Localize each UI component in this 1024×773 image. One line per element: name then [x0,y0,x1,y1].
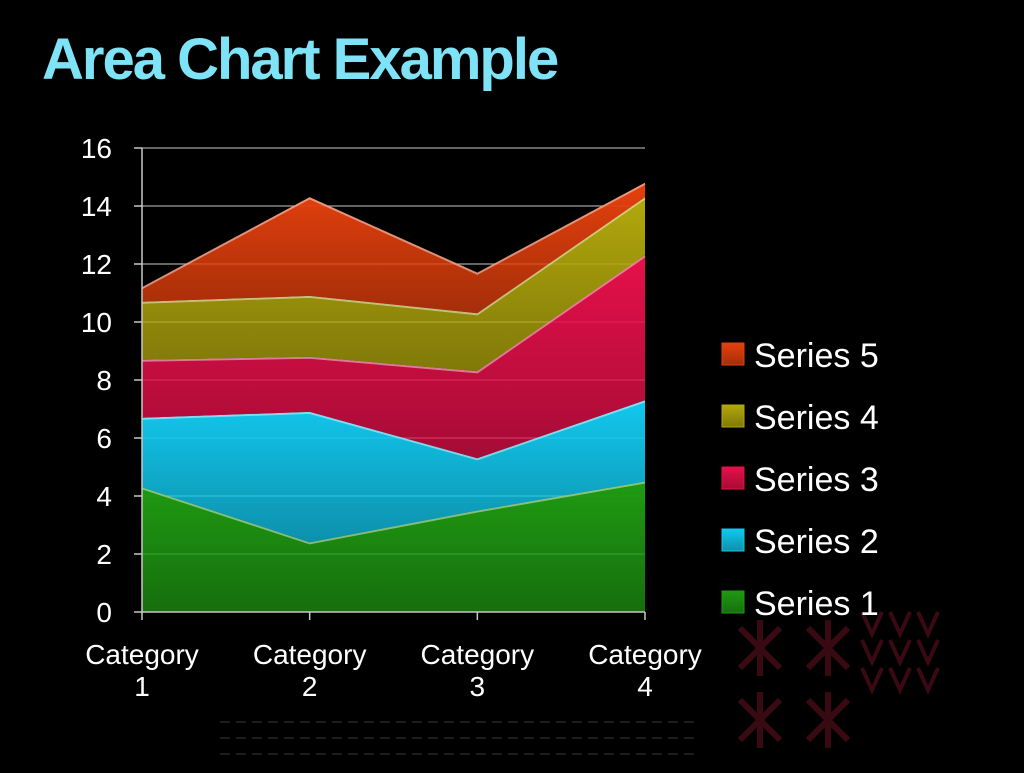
x-tick-label: Category 2 [253,639,367,702]
y-tick-label: 6 [96,423,112,454]
x-tick-label: Category 1 [85,639,199,702]
y-tick-label: 4 [96,481,112,512]
y-tick-label: 10 [81,307,112,338]
area-series-4 [142,197,645,372]
legend-swatch-4 [721,404,745,428]
area-edge-2 [141,400,646,461]
legend-label-5: Series 5 [754,337,879,375]
legend-swatch-5 [721,342,745,366]
area-series-2 [142,400,645,543]
legend-swatch-3 [721,466,745,490]
area-edge-1 [141,481,646,545]
y-tick-label: 0 [96,597,112,628]
x-axis-ticks: Category 1 Category 2 Category 3 Category 4 [85,612,702,702]
legend: Series 5 Series 4 Series 3 Series 2 Series 1 [721,337,879,623]
area-edge-4 [141,197,646,316]
area-series [141,182,646,612]
area-edge-5 [141,182,646,290]
x-tick-label: Category 4 [588,639,702,702]
area-series-5 [142,182,645,314]
chart-title: Area Chart Example [42,27,559,92]
legend-label-4: Series 4 [754,399,879,437]
area-series-3 [142,255,645,459]
legend-label-2: Series 2 [754,523,879,561]
x-tick-label: Category 3 [421,639,535,702]
y-tick-label: 16 [81,133,112,164]
legend-swatch-2 [721,528,745,552]
legend-label-3: Series 3 [754,461,879,499]
legend-label-1: Series 1 [754,585,879,623]
y-tick-label: 2 [96,539,112,570]
y-tick-label: 14 [81,191,112,222]
y-tick-label: 8 [96,365,112,396]
area-edge-3 [141,255,646,374]
area-series-1 [142,481,645,612]
legend-swatch-1 [721,590,745,614]
y-tick-label: 12 [81,249,112,280]
y-axis-ticks: 0 2 4 6 8 10 12 14 16 [81,133,142,628]
